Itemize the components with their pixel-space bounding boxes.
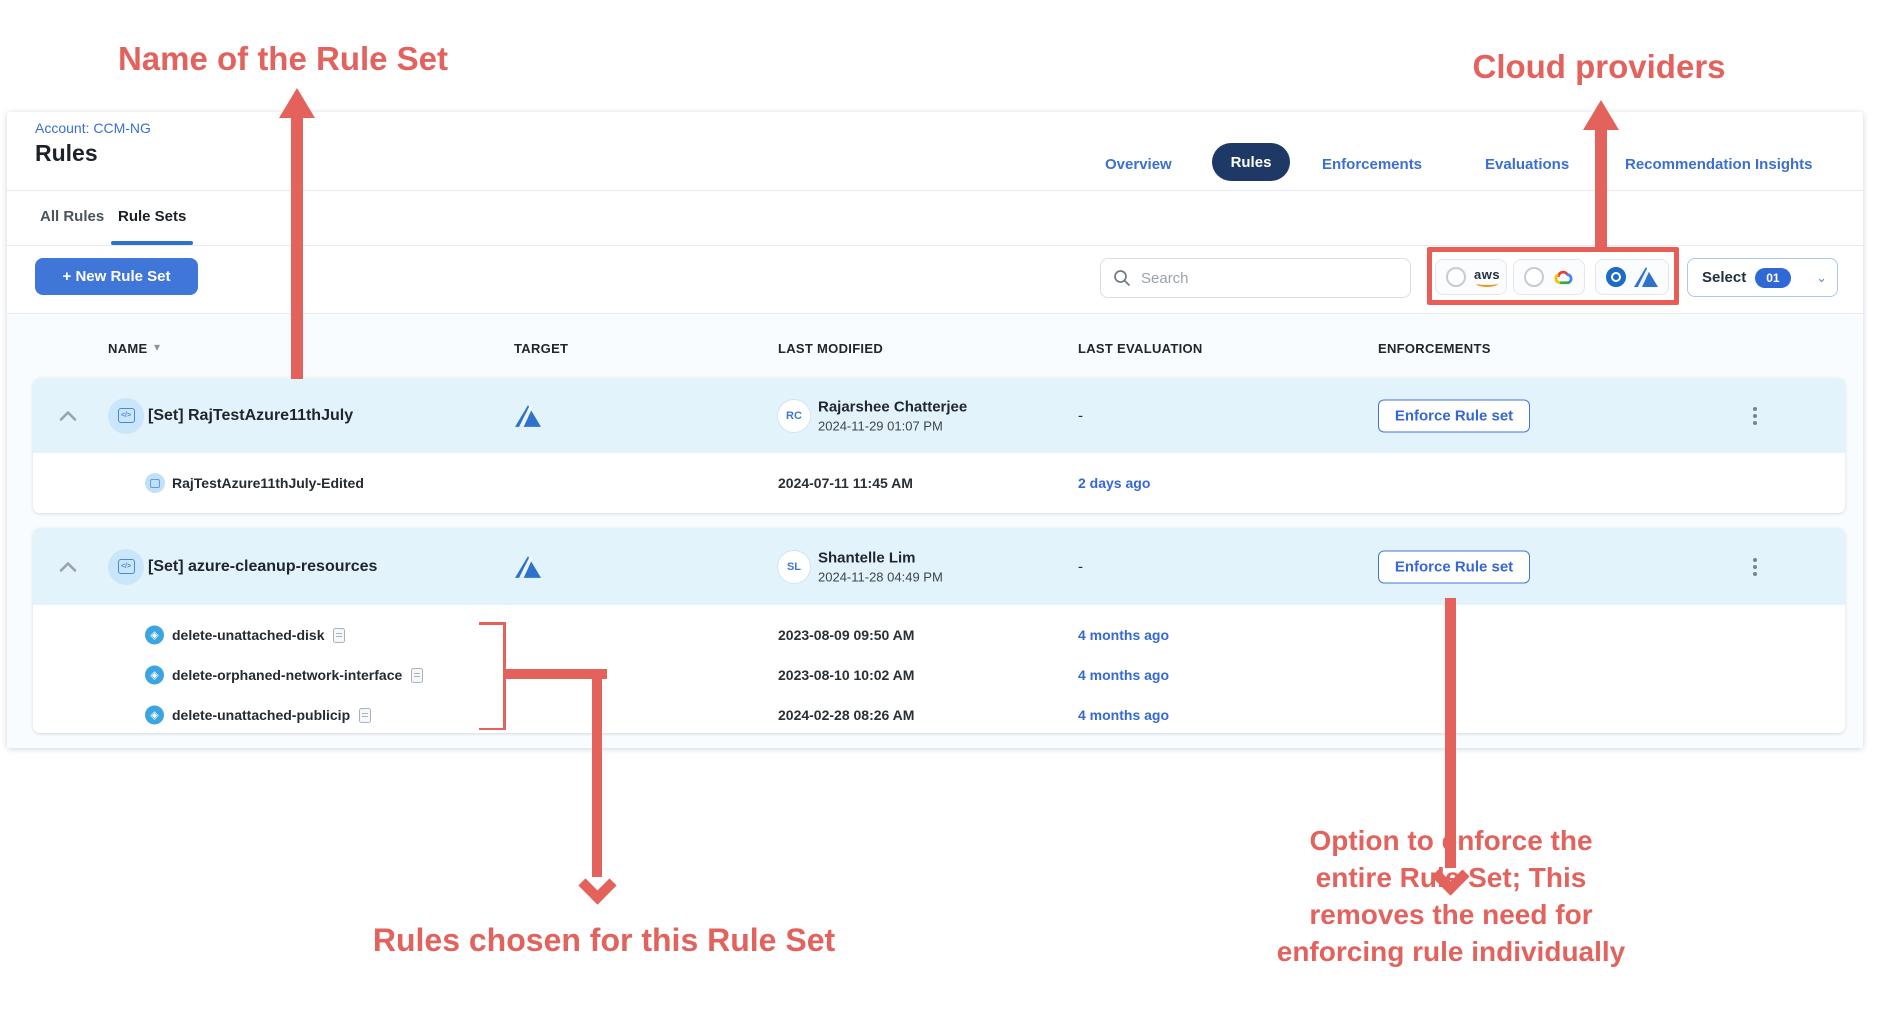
search-icon	[1114, 270, 1130, 286]
annotation-arrow-up-shaft	[291, 116, 303, 379]
annotation-name-of-rule-set: Name of the Rule Set	[117, 40, 449, 77]
gcp-radio[interactable]	[1524, 267, 1544, 287]
rule-last-evaluation-link[interactable]: 4 months ago	[1078, 667, 1170, 683]
azure-icon	[1634, 267, 1658, 287]
new-rule-set-button[interactable]: + New Rule Set	[35, 258, 198, 295]
rule-row[interactable]: ◈ delete-unattached-disk 2023-08-09 09:5…	[33, 615, 1845, 655]
avatar: RC	[777, 398, 811, 433]
last-modified-cell: Rajarshee Chatterjee 2024-11-29 01:07 PM	[818, 398, 968, 433]
annotation-cloud-providers: Cloud providers	[1472, 48, 1726, 85]
column-header-last-evaluation: LAST EVALUATION	[1078, 341, 1203, 356]
annotation-elbow-vertical	[592, 669, 602, 877]
rule-icon: ◈	[145, 625, 164, 645]
last-modified-cell: Shantelle Lim 2024-11-28 04:49 PM	[818, 549, 943, 584]
annotation-bracket-line	[503, 622, 506, 730]
azure-target-icon	[515, 404, 541, 427]
rule-set-row[interactable]: </> [Set] azure-cleanup-resources SL Sha…	[33, 528, 1845, 605]
rule-doc-icon	[145, 473, 165, 493]
rule-name[interactable]: delete-orphaned-network-interface	[172, 667, 424, 683]
select-count-badge: 01	[1755, 267, 1791, 288]
column-header-name[interactable]: NAME	[108, 341, 148, 356]
sort-caret-icon[interactable]: ▾	[154, 340, 161, 354]
rule-row[interactable]: ◈ delete-orphaned-network-interface 2023…	[33, 655, 1845, 695]
rule-row[interactable]: ◈ delete-unattached-publicip 2024-02-28 …	[33, 695, 1845, 733]
rule-icon: ◈	[145, 705, 164, 725]
annotation-arrow-down-shaft	[1445, 598, 1456, 868]
rule-set-icon: </>	[108, 397, 144, 434]
select-label: Select	[1702, 269, 1747, 286]
annotation-bracket-tick	[479, 622, 505, 625]
annotation-rules-chosen: Rules chosen for this Rule Set	[372, 922, 836, 958]
annotation-providers-box	[1427, 247, 1679, 305]
app-window: Account: CCM-NG Rules Overview Rules Enf…	[7, 112, 1863, 748]
rule-last-modified: 2023-08-10 10:02 AM	[778, 667, 915, 683]
nav-enforcements[interactable]: Enforcements	[1322, 156, 1423, 173]
chevron-up-icon[interactable]	[59, 410, 77, 421]
last-evaluation-cell: -	[1078, 407, 1083, 424]
copy-doc-icon[interactable]	[411, 667, 424, 683]
tab-all-rules[interactable]: All Rules	[40, 208, 105, 225]
annotation-arrow-up-head	[1583, 100, 1619, 130]
rule-last-modified: 2023-08-09 09:50 AM	[778, 627, 915, 643]
rule-name[interactable]: delete-unattached-disk	[172, 627, 346, 643]
chevron-down-icon: ⌄	[1816, 269, 1827, 285]
nav-rules-active[interactable]: Rules	[1212, 143, 1290, 181]
rule-set-row[interactable]: </> [Set] RajTestAzure11thJuly RC Rajars…	[33, 378, 1845, 453]
nav-recommendation-insights[interactable]: Recommendation Insights	[1625, 156, 1813, 173]
rule-last-evaluation-link[interactable]: 4 months ago	[1078, 627, 1170, 643]
annotation-enforce-note: Option to enforce the entire Rule Set; T…	[1276, 825, 1626, 967]
nav-evaluations[interactable]: Evaluations	[1485, 156, 1570, 173]
rule-set-name[interactable]: [Set] RajTestAzure11thJuly	[148, 406, 354, 424]
kebab-menu-icon[interactable]	[1747, 557, 1763, 576]
annotation-bracket-tick	[479, 727, 505, 730]
header-divider	[7, 190, 1863, 191]
enforce-rule-set-button[interactable]: Enforce Rule set	[1378, 399, 1530, 432]
rule-set-name[interactable]: [Set] azure-cleanup-resources	[148, 557, 378, 575]
tabs-divider	[7, 245, 1863, 246]
rule-set-group: </> [Set] azure-cleanup-resources SL Sha…	[33, 528, 1845, 733]
last-evaluation-cell: -	[1078, 558, 1083, 575]
rule-icon: ◈	[145, 665, 164, 685]
azure-radio-checked[interactable]	[1606, 267, 1626, 287]
breadcrumb-account[interactable]: Account: CCM-NG	[35, 120, 151, 136]
chevron-up-icon[interactable]	[59, 561, 77, 572]
aws-icon: aws	[1474, 268, 1500, 287]
rule-name[interactable]: RajTestAzure11thJuly-Edited	[172, 475, 364, 491]
aws-radio[interactable]	[1446, 267, 1466, 287]
search-box	[1100, 258, 1411, 298]
column-header-last-modified: LAST MODIFIED	[778, 341, 884, 356]
gcp-icon	[1554, 270, 1573, 285]
active-tab-underline	[111, 241, 193, 245]
rule-row[interactable]: RajTestAzure11thJuly-Edited 2024-07-11 1…	[33, 453, 1845, 513]
column-header-enforcements: ENFORCEMENTS	[1378, 341, 1491, 356]
copy-doc-icon[interactable]	[359, 707, 372, 723]
rule-set-group: </> [Set] RajTestAzure11thJuly RC Rajars…	[33, 378, 1845, 513]
rule-last-modified: 2024-07-11 11:45 AM	[778, 475, 913, 491]
copy-doc-icon[interactable]	[333, 627, 346, 643]
annotation-arrow-up-shaft	[1595, 128, 1607, 247]
rule-last-evaluation-link[interactable]: 2 days ago	[1078, 475, 1151, 491]
rule-name[interactable]: delete-unattached-publicip	[172, 707, 372, 723]
select-dropdown[interactable]: Select 01 ⌄	[1687, 258, 1838, 297]
annotation-arrow-down-head	[578, 866, 617, 905]
page-title: Rules	[35, 140, 98, 166]
annotation-arrow-up-head	[279, 88, 315, 118]
kebab-menu-icon[interactable]	[1747, 406, 1763, 425]
column-header-target: TARGET	[514, 341, 569, 356]
provider-chip-gcp[interactable]	[1513, 259, 1585, 295]
annotation-elbow-horizontal	[505, 669, 607, 679]
azure-target-icon	[515, 555, 541, 578]
avatar: SL	[777, 549, 811, 584]
enforce-rule-set-button[interactable]: Enforce Rule set	[1378, 550, 1530, 583]
nav-overview[interactable]: Overview	[1105, 156, 1172, 173]
tab-rule-sets[interactable]: Rule Sets	[118, 208, 187, 225]
rule-last-evaluation-link[interactable]: 4 months ago	[1078, 707, 1170, 723]
provider-chip-aws[interactable]: aws	[1435, 259, 1507, 295]
search-input[interactable]	[1100, 258, 1411, 298]
rule-set-icon: </>	[108, 548, 144, 585]
provider-chip-azure[interactable]	[1595, 259, 1669, 295]
rule-last-modified: 2024-02-28 08:26 AM	[778, 707, 915, 723]
